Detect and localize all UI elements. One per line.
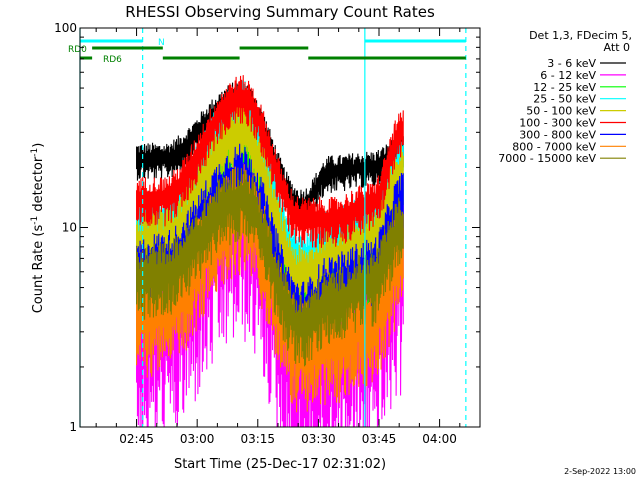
legend-header-line-2: Att 0	[604, 41, 630, 54]
legend-label: 7000 - 15000 keV	[498, 152, 596, 165]
y-tick-label: 10	[62, 221, 77, 235]
y-tick-label: 100	[54, 21, 77, 35]
x-tick-label: 03:00	[180, 432, 215, 446]
legend-label: 12 - 25 keV	[533, 81, 596, 94]
flag-label-n: N	[158, 38, 165, 48]
series-line-7000-15000-kev	[136, 167, 404, 367]
x-tick-label: 02:45	[119, 432, 154, 446]
y-axis-label-sup-2: -1	[30, 148, 40, 157]
series-line-100-300-kev	[136, 75, 404, 248]
legend-label: 6 - 12 keV	[540, 69, 596, 82]
y-axis-label-mid: detector	[31, 156, 46, 216]
legend-label: 300 - 800 keV	[519, 128, 596, 141]
flag-bars: N RD0 RD6	[68, 38, 466, 65]
y-axis-label-end: )	[31, 143, 46, 148]
date-stamp: 2-Sep-2022 13:00	[564, 467, 636, 476]
y-axis-label-sup-1: -1	[30, 216, 40, 225]
x-axis-label: Start Time (25-Dec-17 02:31:02)	[174, 457, 386, 472]
y-axis-label: Count Rate (s-1 detector-1)	[30, 143, 46, 314]
legend-label: 25 - 50 keV	[533, 93, 596, 106]
flag-label-rd0: RD0	[68, 45, 87, 55]
legend-header-line-1: Det 1,3, FDecim 5,	[529, 29, 632, 42]
y-tick-label: 1	[69, 420, 77, 434]
legend-label: 100 - 300 keV	[519, 117, 596, 130]
x-tick-label: 04:00	[422, 432, 457, 446]
flag-label-rd6: RD6	[103, 55, 122, 65]
x-tick-label: 03:30	[301, 432, 336, 446]
y-axis-label-main: Count Rate (s	[31, 225, 46, 314]
x-tick-label: 03:15	[240, 432, 275, 446]
legend-label: 3 - 6 keV	[547, 57, 596, 70]
x-tick-label: 03:45	[362, 432, 397, 446]
legend-label: 50 - 100 keV	[526, 105, 596, 118]
legend-label: 800 - 7000 keV	[512, 140, 596, 153]
axes: 02:45 03:00 03:15 03:30 03:45 04:00 1 10 100	[54, 21, 480, 446]
chart-title: RHESSI Observing Summary Count Rates	[125, 3, 435, 21]
plot-data-area	[136, 75, 404, 428]
